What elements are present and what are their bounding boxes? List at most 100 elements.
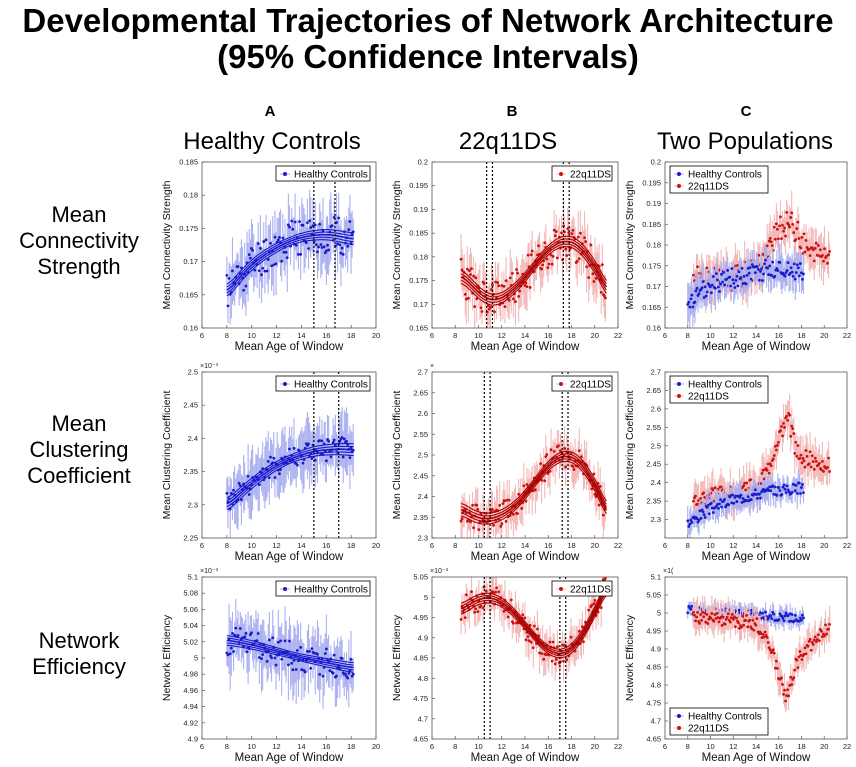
connector [769,265,772,276]
connector [712,276,715,288]
x-tick-label: 8 [225,541,229,550]
data-point [537,244,540,248]
fit-line [226,639,354,669]
data-point [549,253,553,257]
data-point [474,607,478,611]
data-point [554,230,558,233]
data-point [494,590,497,594]
connector [790,426,793,437]
legend-label: 22q11DS [570,380,611,391]
data-point [774,222,778,226]
column-heading-healthy-controls: Healthy Controls [183,128,361,155]
data-point [745,273,749,277]
data-point [780,425,783,428]
y-tick-label: 2.5 [651,441,661,450]
data-point [825,632,828,636]
data-point [286,663,290,667]
data-point [816,633,820,637]
x-tick-label: 14 [521,541,529,550]
data-point [469,520,472,524]
connector [694,290,697,303]
data-point [507,498,511,502]
data-point [278,472,281,476]
data-point [761,279,764,282]
connector [467,270,470,299]
x-tick-label: 22 [614,541,622,550]
data-point [790,424,794,428]
data-point [565,658,569,662]
x-tick-label: 18 [347,331,355,340]
data-point [304,241,308,245]
data-point [750,627,754,631]
data-point [772,225,776,229]
row-label-clustering-coefficient: Mean Clustering Coefficient [27,411,131,488]
data-point [719,485,723,489]
data-point [590,487,594,491]
data-point [762,477,766,481]
x-tick-label: 6 [430,541,434,550]
data-point [820,468,823,472]
y-tick-label: 4.7 [651,717,661,726]
data-point [472,274,476,278]
data-point [274,663,278,667]
connector [697,612,699,622]
confidence-line [460,592,607,657]
legend-box [275,375,371,392]
y-tick-label: 4.98 [183,670,198,679]
axis-exponent: ×10⁻³ [430,568,449,575]
fit-curve [460,584,608,659]
connector [555,446,558,458]
data-point [800,236,804,239]
data-point [723,497,727,501]
data-point [812,467,816,471]
fit-curve [226,443,354,511]
data-point [579,455,583,459]
data-point [323,652,327,655]
data-point [686,611,690,615]
data-point [793,613,797,617]
series-healthy-controls [225,598,355,709]
x-tick-label: 14 [297,331,305,340]
data-point [583,236,586,240]
data-point [711,488,715,492]
x-tick-label: 18 [797,541,805,550]
connector [735,618,737,627]
row-label-network-efficiency: Network Efficiency [32,628,126,679]
data-point [576,235,580,239]
data-point [742,484,746,488]
data-point [259,247,262,250]
y-tick-label: 0.165 [409,324,428,333]
data-point [276,238,280,242]
y-tick-label: 5.02 [183,637,198,646]
figure-title-line-1: Developmental Trajectories of Network Ar… [22,2,834,39]
connector [744,261,747,276]
y-tick-label: 5 [424,593,428,602]
y-tick-label: 5.05 [646,591,661,600]
y-tick-label: 2.55 [646,423,661,432]
data-point [795,263,799,267]
connector [737,271,740,286]
fit-curve [460,235,608,306]
data-point [290,661,294,665]
data-point [719,615,723,619]
y-tick-label: 5.04 [183,621,198,630]
legend-marker [559,587,563,591]
data-point [778,224,781,228]
data-point [601,513,605,517]
chart-panel-a3: 6 8 10 12 14 16 18 20 4.9 4.92 4.94 4.96 4.98 5 5.02 5.… [161,568,380,764]
data-point [313,458,317,462]
data-point [744,488,748,492]
data-point [466,296,470,300]
confidence-line [226,445,354,502]
data-point [686,302,690,306]
data-point [523,284,527,287]
y-tick-label: 2.4 [188,434,198,443]
data-point [308,649,312,653]
data-point [717,285,720,289]
data-point [761,632,765,636]
y-tick-label: 5 [194,654,198,663]
data-point [802,491,805,494]
data-point [690,293,694,297]
data-point [698,621,701,625]
